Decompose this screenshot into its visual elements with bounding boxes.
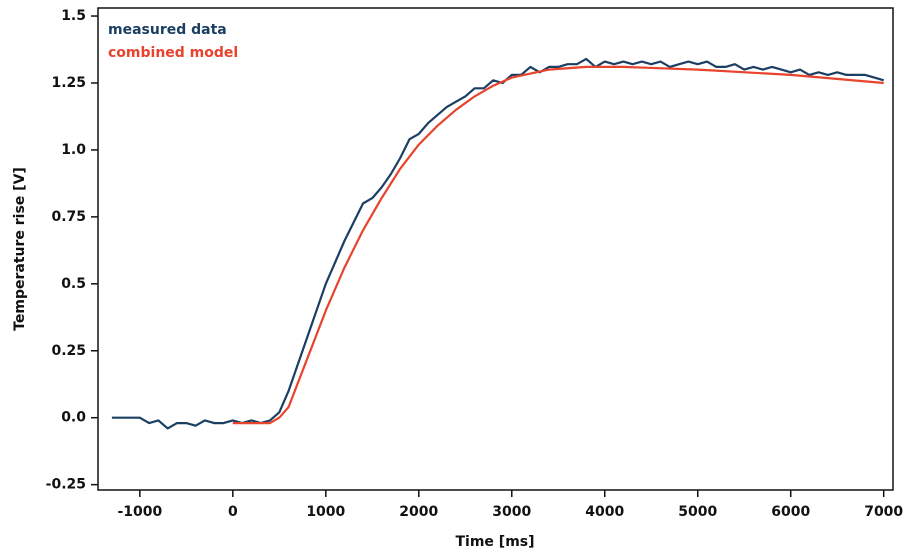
x-tick-label: 0: [228, 504, 238, 520]
x-tick-label: 6000: [771, 504, 810, 520]
x-tick-label: 5000: [678, 504, 717, 520]
x-tick-label: 1000: [306, 504, 345, 520]
x-axis-title: Time [ms]: [455, 534, 534, 550]
x-tick-label: 2000: [399, 504, 438, 520]
legend-entry: measured data: [108, 22, 227, 38]
data-line: [232, 65, 884, 425]
y-tick-label: 1.0: [61, 142, 86, 158]
legend-entry: combined model: [108, 45, 238, 61]
y-tick-label: 0.0: [61, 410, 86, 426]
y-tick-label: 0.25: [51, 343, 86, 359]
y-axis-title: Temperature rise [V]: [12, 167, 28, 331]
x-tick-label: -1000: [117, 504, 162, 520]
y-tick-label: 1.5: [61, 8, 86, 24]
data-line: [111, 57, 885, 430]
plot-frame: [97, 7, 894, 491]
y-tick-label: -0.25: [46, 477, 86, 493]
y-tick-label: 0.5: [61, 276, 86, 292]
x-tick-label: 3000: [492, 504, 531, 520]
y-tick-label: 1.25: [51, 75, 86, 91]
x-tick-label: 7000: [864, 504, 903, 520]
x-tick-label: 4000: [585, 504, 624, 520]
y-tick-label: 0.75: [51, 209, 86, 225]
